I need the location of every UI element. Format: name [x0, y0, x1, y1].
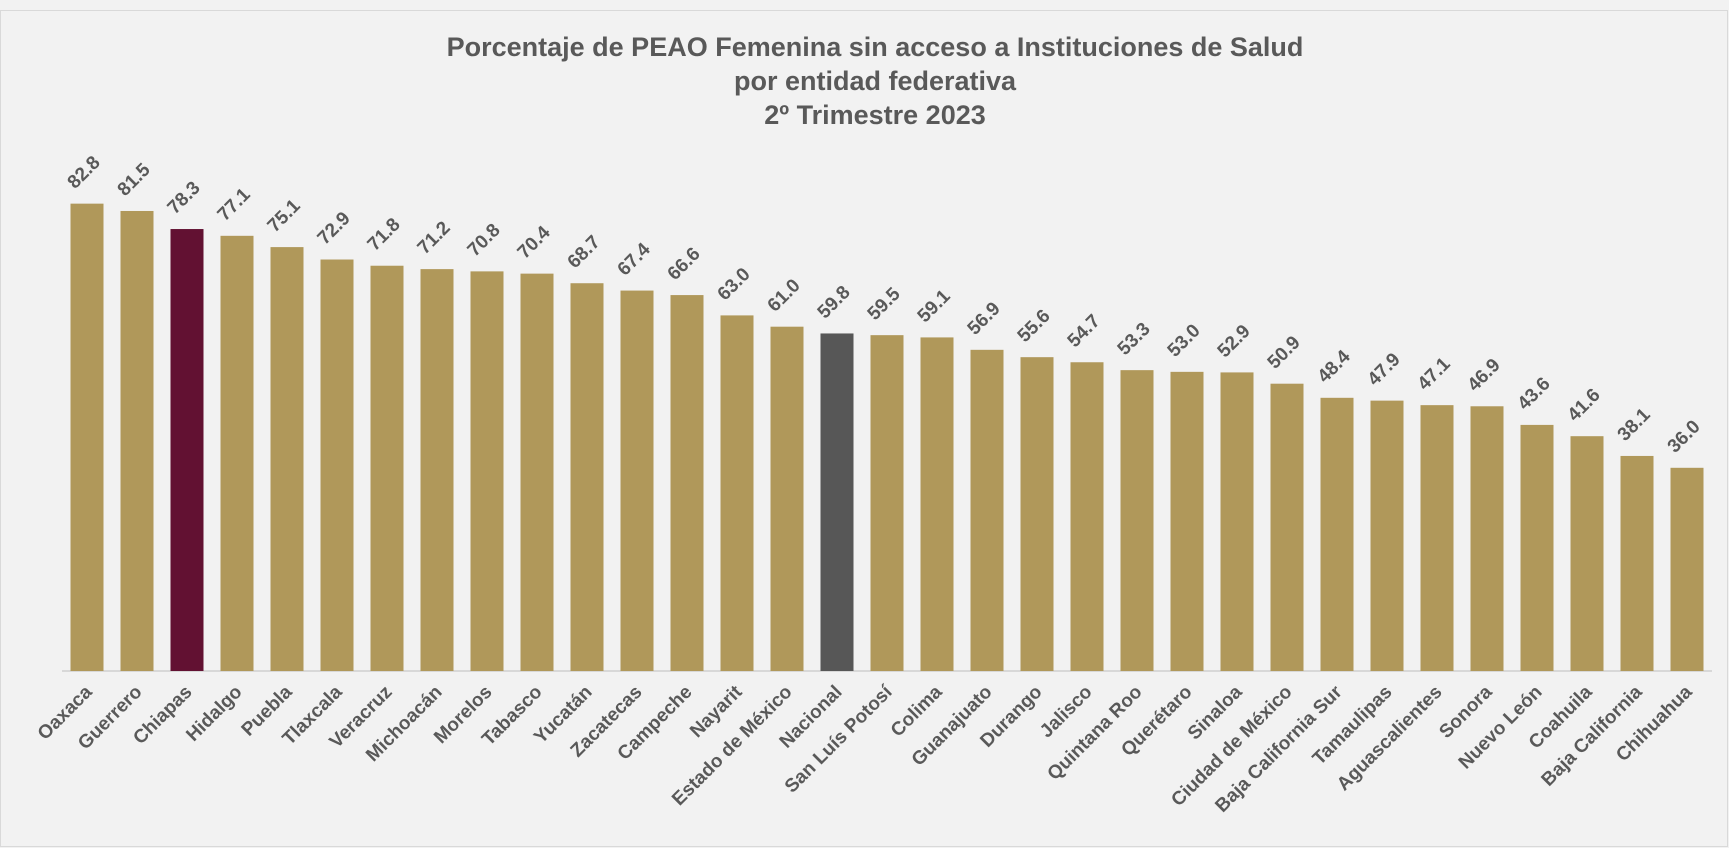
- bar: [1020, 357, 1054, 671]
- bar: [170, 229, 204, 672]
- bar: [320, 259, 354, 671]
- bar: [470, 271, 504, 671]
- bar: [220, 235, 254, 671]
- bar: [1270, 383, 1304, 671]
- bar: [1570, 436, 1604, 671]
- bar: [1170, 371, 1204, 671]
- bar: [520, 273, 554, 671]
- bar: [970, 349, 1004, 671]
- bar: [820, 333, 854, 671]
- bar: [720, 315, 754, 671]
- bar: [1620, 455, 1654, 671]
- bar: [1520, 424, 1554, 671]
- bar: [270, 247, 304, 671]
- bar: [1070, 362, 1104, 671]
- chart-title: Porcentaje de PEAO Femenina sin acceso a…: [447, 32, 1304, 62]
- chart-title: por entidad federativa: [734, 66, 1017, 96]
- bar: [1320, 397, 1354, 671]
- bar: [120, 210, 154, 671]
- bar: [770, 326, 804, 671]
- bar: [920, 337, 954, 671]
- bar: [1470, 406, 1504, 671]
- bar: [570, 283, 604, 671]
- bar: [1220, 372, 1254, 671]
- bar: [370, 265, 404, 671]
- bar: [1670, 467, 1704, 671]
- bar: [1420, 405, 1454, 671]
- bar: [70, 203, 104, 671]
- bar: [670, 295, 704, 671]
- bar: [1370, 400, 1404, 671]
- bar: [870, 335, 904, 671]
- bar: [420, 269, 454, 671]
- bar: [1120, 370, 1154, 671]
- bar: [620, 290, 654, 671]
- chart-title: 2º Trimestre 2023: [764, 100, 986, 130]
